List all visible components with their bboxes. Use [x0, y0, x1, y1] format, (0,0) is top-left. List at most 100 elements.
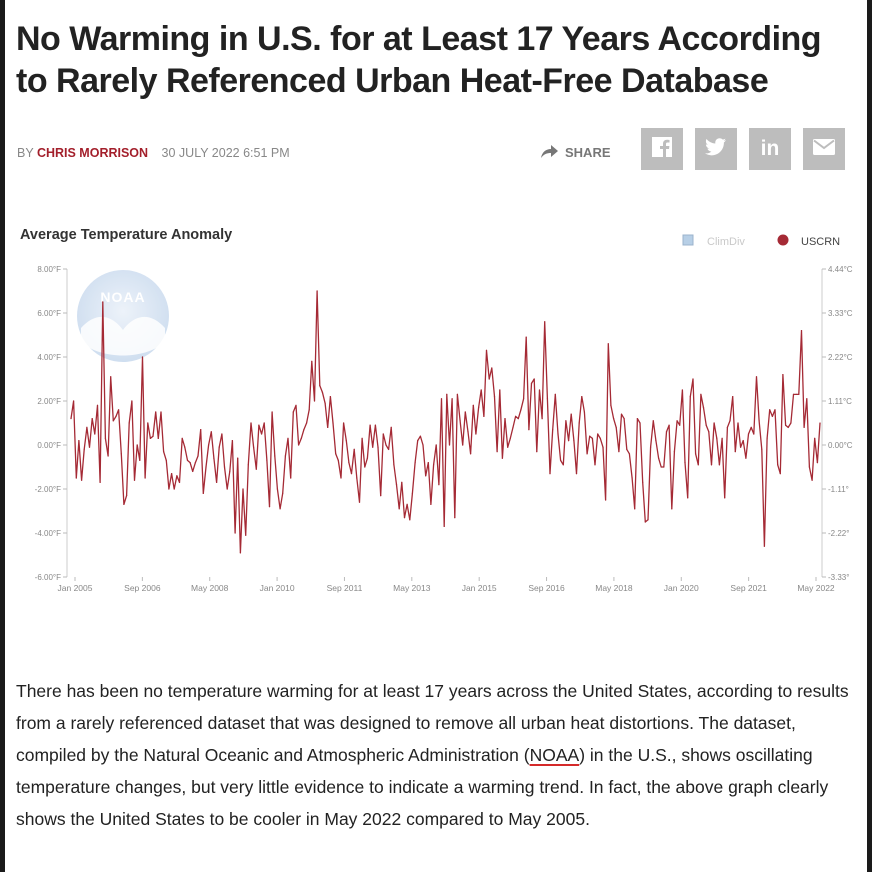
data-point: [186, 459, 189, 461]
data-point: [642, 481, 644, 483]
data-point: [319, 385, 321, 387]
data-point: [398, 508, 400, 510]
data-point: [581, 396, 583, 398]
data-point: [684, 462, 686, 464]
email-share-button[interactable]: [803, 128, 845, 170]
data-point: [734, 451, 736, 453]
data-point: [795, 393, 797, 395]
data-point: [221, 433, 223, 435]
x-tick-label: May 2013: [393, 583, 431, 593]
data-point: [546, 398, 549, 400]
data-point: [414, 462, 416, 464]
data-point: [350, 473, 353, 475]
data-point: [456, 393, 458, 395]
legend-climdiv-swatch[interactable]: [682, 234, 694, 246]
data-point: [745, 457, 747, 459]
data-point: [578, 422, 580, 424]
data-point: [216, 481, 218, 483]
data-point: [515, 415, 517, 417]
data-point: [75, 477, 77, 479]
data-point: [613, 418, 615, 420]
data-point: [570, 413, 572, 415]
share-button[interactable]: SHARE: [539, 141, 611, 163]
data-point: [313, 400, 316, 402]
data-point: [102, 301, 104, 303]
data-point: [110, 376, 112, 378]
data-point: [448, 444, 451, 446]
linkedin-share-button[interactable]: in: [749, 128, 791, 170]
data-point: [747, 433, 750, 435]
data-point: [356, 477, 358, 479]
series-uscrn-line: [70, 290, 821, 554]
share-icon: [539, 144, 559, 160]
data-point: [562, 464, 564, 466]
twitter-icon: [705, 137, 727, 162]
data-point: [602, 446, 604, 448]
y-right-tick-label: 4.44°C: [828, 265, 853, 274]
data-point: [99, 481, 101, 483]
data-point: [676, 420, 678, 422]
data-point: [205, 466, 207, 468]
data-point: [724, 497, 726, 499]
data-point: [197, 455, 199, 457]
data-point: [530, 382, 533, 384]
data-point: [785, 424, 787, 426]
data-point: [287, 437, 289, 439]
twitter-share-button[interactable]: [695, 128, 737, 170]
data-point: [755, 376, 758, 378]
y-right-tick-label: 0.00°C: [828, 441, 853, 450]
data-point: [171, 473, 173, 475]
headline: No Warming in U.S. for at Least 17 Years…: [16, 20, 822, 100]
data-point: [787, 426, 789, 428]
data-point: [620, 413, 623, 415]
legend-uscrn[interactable]: USCRN: [801, 236, 840, 248]
y-left-tick-label: 6.00°F: [37, 309, 61, 318]
noaa-label: NOAA: [100, 289, 145, 305]
data-point: [194, 462, 196, 464]
body-text-part1: There has been no temperature warming fo…: [16, 681, 849, 765]
data-point: [800, 330, 803, 332]
temperature-chart: Average Temperature Anomaly ClimDiv USCR…: [5, 210, 867, 610]
data-point: [96, 404, 99, 406]
data-point: [610, 404, 612, 406]
data-point: [290, 477, 292, 479]
data-point: [536, 451, 538, 453]
data-point: [718, 464, 721, 466]
data-point: [470, 453, 472, 455]
data-point: [779, 473, 781, 475]
data-point: [560, 459, 562, 461]
data-point: [504, 418, 506, 420]
data-point: [819, 422, 821, 424]
data-point: [737, 422, 739, 424]
data-point: [255, 468, 257, 470]
data-point: [165, 459, 167, 461]
data-point: [308, 409, 310, 411]
data-point: [443, 525, 445, 527]
data-point: [234, 532, 236, 534]
byline-prefix: BY: [17, 146, 34, 160]
data-point: [644, 521, 646, 523]
x-tick-label: Jan 2020: [664, 583, 699, 593]
data-point: [480, 389, 482, 391]
data-point: [422, 444, 424, 446]
data-point: [806, 398, 808, 400]
data-point: [496, 451, 498, 453]
facebook-share-button[interactable]: [641, 128, 683, 170]
data-point: [533, 378, 535, 380]
data-point: [594, 464, 596, 466]
data-point: [343, 422, 345, 424]
x-tick-label: Sep 2016: [528, 583, 565, 593]
data-point: [327, 426, 329, 428]
data-point: [332, 422, 334, 424]
data-point: [459, 420, 461, 422]
share-label: SHARE: [565, 144, 611, 160]
x-tick-label: Sep 2006: [124, 583, 161, 593]
author-link[interactable]: CHRIS MORRISON: [36, 146, 149, 160]
legend-climdiv[interactable]: ClimDiv: [707, 236, 745, 248]
data-point: [300, 437, 302, 439]
data-point: [710, 464, 713, 466]
data-point: [345, 440, 347, 442]
data-point: [605, 499, 607, 501]
legend-uscrn-swatch[interactable]: [777, 234, 789, 246]
data-point: [464, 411, 466, 413]
